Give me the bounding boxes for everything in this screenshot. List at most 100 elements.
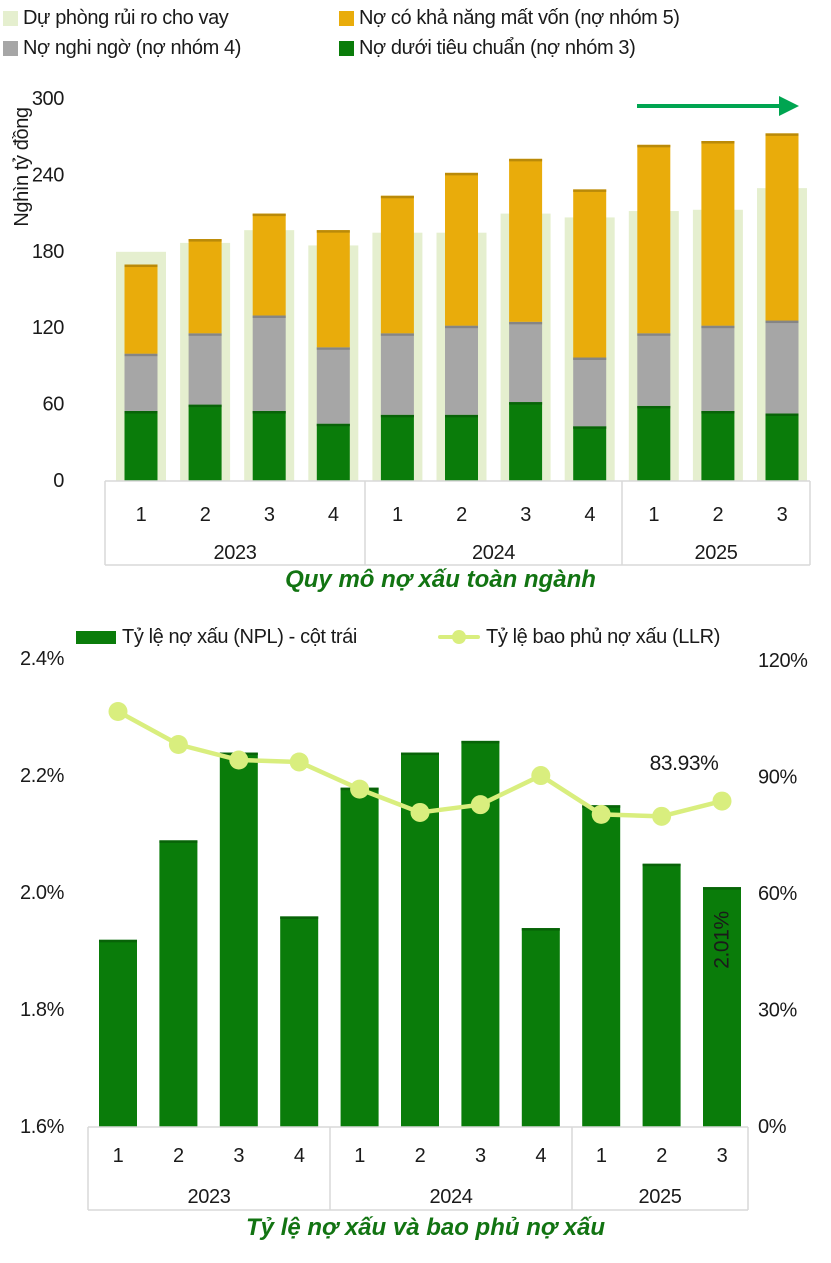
bar-segment [380,414,414,481]
top-chart-legend: Dự phòng rủi ro cho vay Nợ có khả năng m… [3,3,828,63]
bar-segment-cap [188,239,222,242]
bar-segment-cap [380,414,414,418]
bar-segment [380,333,414,415]
npl-bar-swatch-icon [76,630,116,644]
bar-segment-cap [445,172,478,176]
npl-value-annotation: 2.01% [711,911,734,969]
bar-segment-cap [252,410,286,414]
bar-segment [765,133,799,321]
npl-bar [340,787,379,1127]
year-label: 2024 [472,542,515,564]
bar-segment [509,321,543,403]
bar-segment [252,410,286,481]
left-tick-label: 1.8% [20,999,65,1021]
quarter-label: 3 [233,1145,244,1167]
provision-swatch-icon [3,10,18,26]
llr-marker [652,806,672,826]
bar-segment [701,141,735,326]
bar-segment [701,325,735,411]
right-tick-label: 0% [758,1116,787,1138]
llr-value-annotation: 83.93% [650,752,719,775]
quarter-label: 1 [354,1145,365,1167]
bar-segment [316,347,350,424]
quarter-label: 2 [173,1145,184,1167]
right-tick-label: 30% [758,1000,797,1022]
legend-label: Nợ nghi ngờ (nợ nhóm 4) [23,36,242,59]
right-tick-label: 60% [758,883,797,905]
legend-item-group4: Nợ nghi ngờ (nợ nhóm 4) [3,37,339,60]
bar-segment [701,410,735,481]
y-tick-label: 180 [32,241,64,263]
bar-segment [765,413,799,481]
year-label: 2023 [214,542,257,564]
legend-label: Tỷ lệ bao phủ nợ xấu (LLR) [486,625,720,648]
quarter-label: 4 [584,504,595,526]
quarter-label: 3 [717,1145,728,1167]
bar-segment-cap [509,402,543,405]
npl-bar-cap [642,863,681,867]
left-tick-label: 2.2% [20,765,65,787]
bar-segment [252,213,286,316]
npl-bar-cap [99,939,137,943]
bar-segment-cap [573,357,607,360]
npl-bar [219,752,258,1127]
bar-segment [573,189,607,358]
legend-row: Nợ nghi ngờ (nợ nhóm 4) Nợ dưới tiêu chu… [3,33,828,63]
bar-segment-cap [124,264,158,268]
bar-segment-cap [380,195,414,199]
quarter-label: 1 [596,1145,607,1167]
bottom-chart-title: Tỷ lệ nợ xấu và bao phủ nợ xấu [246,1214,605,1241]
bar-segment-cap [188,404,222,408]
bar-segment-cap [316,423,350,427]
legend-label: Tỷ lệ nợ xấu (NPL) - cột trái [122,625,357,648]
bar-segment [573,357,607,427]
y-tick-label: 300 [32,88,64,110]
llr-marker [712,791,732,811]
bar-segment-cap [445,414,478,418]
quarter-label: 3 [520,504,531,526]
bar-segment-cap [637,405,671,409]
legend-label: Dự phòng rủi ro cho vay [23,6,229,29]
bar-segment-cap [316,347,350,350]
bar-segment-cap [765,133,799,136]
bar-segment-cap [252,315,286,318]
quarter-label: 4 [294,1145,305,1167]
year-label: 2025 [639,1186,682,1208]
bar-segment-cap [701,141,735,144]
llr-marker [229,750,249,770]
llr-marker [350,779,370,799]
quarter-label: 2 [415,1145,426,1167]
npl-bar-cap [159,840,198,843]
llr-marker [470,795,490,815]
bar-segment-cap [124,410,158,414]
y-tick-label: 0 [53,470,64,492]
npl-bar [703,887,741,1127]
llr-marker [108,701,128,721]
bar-segment-cap [765,413,799,417]
quarter-label: 4 [328,504,339,526]
bar-segment-cap [445,325,478,329]
quarter-label: 4 [535,1145,546,1167]
bar-segment [509,158,543,322]
bar-segment [509,402,543,481]
bar-segment-cap [252,213,286,217]
llr-marker [531,766,551,786]
bar-segment [124,264,158,354]
legend-label: Nợ có khả năng mất vốn (nợ nhóm 5) [359,6,680,29]
npl-bar-cap [461,740,500,744]
bar-segment [380,195,414,334]
bar-segment-cap [701,325,735,329]
bar-segment-cap [765,320,799,324]
bar-segment-cap [380,333,414,336]
llr-swatch-dot [452,630,466,644]
quarter-label: 2 [656,1145,667,1167]
bar-segment-cap [124,353,158,357]
npl-bar [642,863,681,1127]
bar-segment [188,404,222,481]
year-label: 2024 [430,1186,473,1208]
group4-swatch-icon [3,40,18,56]
bar-segment [637,333,671,406]
bar-segment-cap [316,230,350,233]
bar-segment-cap [188,333,222,336]
